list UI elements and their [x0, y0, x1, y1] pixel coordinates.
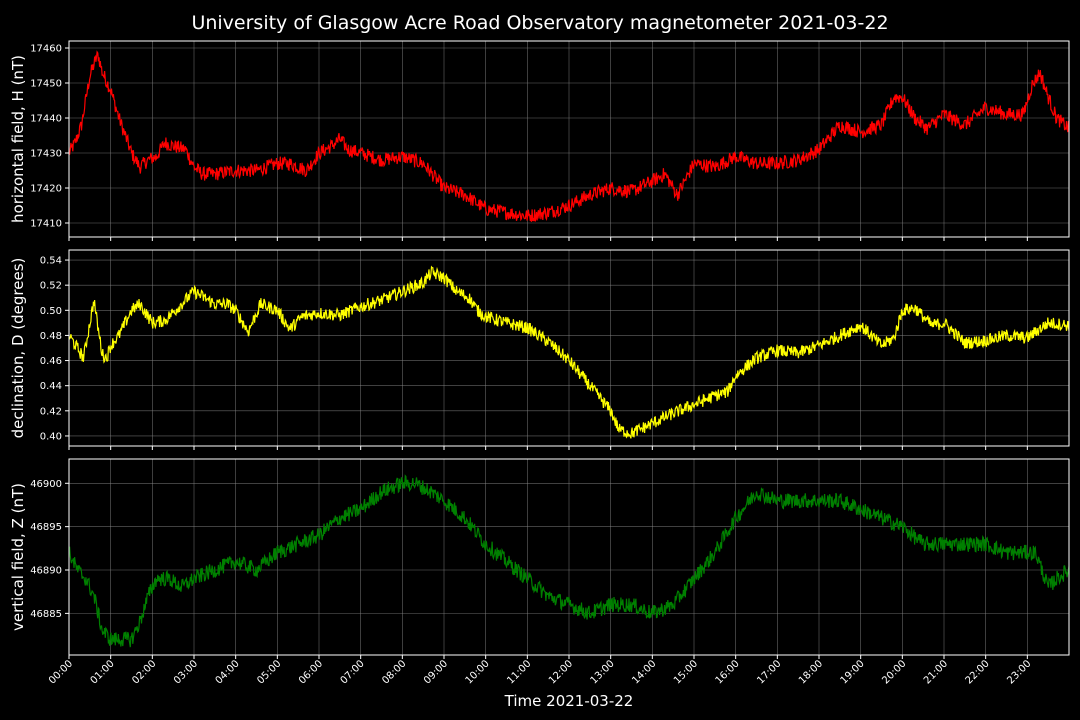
series-line — [68, 474, 1070, 648]
x-axis-label: Time 2021-03-22 — [504, 692, 634, 710]
x-tick-label: 09:00 — [422, 658, 450, 686]
x-tick-label: 19:00 — [839, 658, 867, 686]
y-axis-label: vertical field, Z (nT) — [9, 483, 27, 631]
y-tick-label: 0.40 — [40, 431, 62, 442]
x-tick-label: 22:00 — [964, 658, 992, 686]
x-tick-label: 05:00 — [255, 658, 283, 686]
chart-title: University of Glasgow Acre Road Observat… — [191, 12, 888, 34]
y-tick-label: 0.44 — [40, 381, 62, 392]
x-tick-label: 17:00 — [755, 658, 783, 686]
x-tick-label: 02:00 — [130, 658, 158, 686]
series-line — [68, 265, 1070, 439]
panel-frame — [68, 249, 1070, 447]
y-tick-label: 46890 — [30, 566, 62, 577]
y-tick-label: 17430 — [30, 149, 62, 160]
series-line — [68, 50, 1070, 222]
y-tick-label: 0.50 — [40, 306, 62, 317]
x-tick-label: 04:00 — [214, 658, 242, 686]
x-axis-ticks: 00:00 01:00 02:00 03:00 04:00 05:00 06:00 07:00… — [47, 658, 1033, 686]
y-tick-label: 0.54 — [40, 256, 62, 267]
x-tick-label: 01:00 — [89, 658, 117, 686]
y-tick-label: 17450 — [30, 79, 62, 90]
y-tick-label: 0.42 — [40, 406, 62, 417]
y-tick-label: 17460 — [30, 44, 62, 55]
y-axis-label: horizontal field, H (nT) — [9, 55, 27, 223]
x-tick-label: 12:00 — [547, 658, 575, 686]
y-tick-label: 17440 — [30, 114, 62, 125]
x-tick-label: 08:00 — [380, 658, 408, 686]
x-tick-label: 03:00 — [172, 658, 200, 686]
x-tick-label: 16:00 — [714, 658, 742, 686]
x-tick-label: 07:00 — [339, 658, 367, 686]
x-tick-label: 00:00 — [47, 658, 75, 686]
x-tick-label: 10:00 — [464, 658, 492, 686]
x-tick-label: 15:00 — [672, 658, 700, 686]
y-tick-label: 0.48 — [40, 331, 62, 342]
x-tick-label: 21:00 — [922, 658, 950, 686]
y-tick-label: 46885 — [30, 609, 62, 620]
y-axis-label: declination, D (degrees) — [9, 258, 27, 439]
x-tick-label: 23:00 — [1005, 658, 1033, 686]
panel-frame — [68, 40, 1070, 238]
panel-frame — [68, 458, 1070, 656]
y-tick-label: 17410 — [30, 219, 62, 230]
chart-panels: 17410 17420 17430 17440 17450 17460horizontal… — [9, 40, 1070, 659]
x-tick-label: 20:00 — [880, 658, 908, 686]
y-tick-label: 46895 — [30, 522, 62, 533]
y-tick-label: 0.52 — [40, 281, 62, 292]
panel-2: 0.40 0.42 0.44 0.46 0.48 0.50 0.52 0.54 declinat… — [9, 249, 1070, 450]
x-tick-label: 06:00 — [297, 658, 325, 686]
x-tick-label: 14:00 — [630, 658, 658, 686]
y-tick-label: 0.46 — [40, 356, 62, 367]
x-tick-label: 13:00 — [589, 658, 617, 686]
x-tick-label: 11:00 — [505, 658, 533, 686]
y-tick-label: 46900 — [30, 479, 62, 490]
x-tick-label: 18:00 — [797, 658, 825, 686]
panel-1: 17410 17420 17430 17440 17450 17460horizontal… — [9, 40, 1070, 241]
y-tick-label: 17420 — [30, 184, 62, 195]
